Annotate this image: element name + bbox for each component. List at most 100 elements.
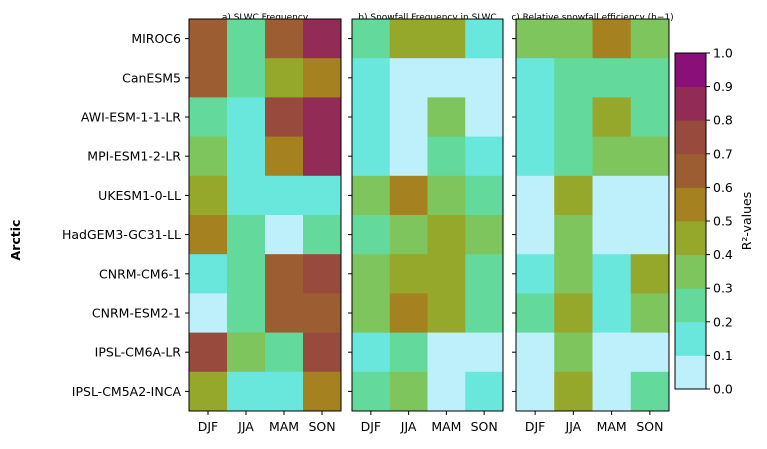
heatmap-cell [352, 293, 391, 333]
model-label: IPSL-CM6A-LR [95, 345, 182, 360]
heatmap-cell [465, 215, 504, 255]
heatmap-cell [554, 97, 593, 137]
heatmap-cell [630, 175, 670, 216]
heatmap-cell [630, 254, 670, 294]
heatmap-cell [189, 293, 228, 333]
heatmap-cell [227, 58, 266, 98]
heatmap-cell [592, 332, 632, 373]
heatmap-cell [352, 19, 391, 59]
heatmap-cell [352, 332, 391, 373]
heatmap-cell [265, 293, 304, 333]
heatmap-cell [389, 19, 428, 59]
heatmap-cell [465, 371, 504, 412]
model-label: AWI-ESM-1-1-LR [81, 110, 181, 125]
heatmap-cell [465, 175, 504, 216]
heatmap-cell [303, 332, 342, 373]
colorbar-segment [675, 254, 706, 289]
x-tick-label: SON [471, 419, 498, 434]
heatmap-cell [427, 19, 466, 59]
heatmap-cell [592, 175, 632, 216]
colorbar-tick-label: 0.6 [713, 180, 733, 195]
heatmap-cell [465, 136, 504, 177]
heatmap-cell [554, 293, 593, 333]
x-tick-label: JJA [237, 419, 254, 434]
heatmap-cell [554, 19, 593, 59]
x-tick-label: MAM [597, 419, 627, 434]
heatmap-cell [516, 19, 555, 59]
heatmap-cell [465, 97, 504, 137]
heatmap-cell [265, 332, 304, 373]
x-tick-label: SON [308, 419, 335, 434]
heatmap-cell [630, 58, 670, 98]
heatmap-cell [630, 332, 670, 373]
colorbar-tick-label: 0.5 [713, 214, 733, 229]
heatmap-cell [352, 371, 391, 412]
colorbar-segment [675, 355, 706, 390]
colorbar: 0.0 0.1 0.2 0.3 0.4 0.5 0.6 0.7 0.8 0.9 1.0 R²-valu… [674, 46, 754, 397]
x-tick-label: JJA [400, 419, 417, 434]
colorbar-tick-label: 0.8 [713, 113, 733, 128]
heatmap-cell [389, 254, 428, 294]
heatmap-cell [554, 215, 593, 255]
heatmap-cell [389, 136, 428, 177]
model-label: CNRM-CM6-1 [99, 266, 181, 281]
model-label: MPI-ESM1-2-LR [87, 149, 181, 164]
heatmap-cell [516, 371, 555, 412]
x-tick-label: SON [636, 419, 663, 434]
heatmap-cell [265, 136, 304, 177]
heatmap-cell [465, 254, 504, 294]
heatmap-cell [516, 293, 555, 333]
heatmap-cell [352, 136, 391, 177]
model-label: CanESM5 [122, 70, 181, 85]
heatmap-cell [189, 371, 228, 412]
heatmap-cell [389, 215, 428, 255]
heatmap-cell [427, 254, 466, 294]
heatmap-cell [227, 19, 266, 59]
heatmap-cell [630, 19, 670, 59]
x-tick-label: JJA [565, 419, 582, 434]
colorbar-segment [675, 321, 706, 356]
x-tick-label: DJF [525, 419, 546, 434]
panel-title: b) Snowfall Frequency in SLWC [358, 13, 496, 23]
heatmap-cell [427, 371, 466, 412]
heatmap-cell [352, 254, 391, 294]
colorbar-tick-label: 0.2 [713, 314, 733, 329]
x-tick-label: MAM [269, 419, 299, 434]
heatmap-cell [554, 175, 593, 216]
panel-3: c) Relative snowfall efficiency (h−1) DJF… [511, 13, 673, 434]
colorbar-segment [675, 53, 706, 87]
colorbar-tick-label: 0.4 [713, 247, 733, 262]
heatmap-cell [427, 97, 466, 137]
colorbar-tick-label: 0.0 [713, 382, 733, 397]
heatmap-cell [189, 175, 228, 216]
heatmap-cell [303, 136, 342, 177]
model-label: CNRM-ESM2-1 [92, 306, 181, 321]
panel-frame [188, 18, 342, 412]
colorbar-tick-label: 0.3 [713, 281, 733, 296]
model-label: UKESM1-0-LL [98, 188, 181, 203]
heatmap-cell [554, 136, 593, 177]
x-tick-label: DJF [198, 419, 219, 434]
heatmap-cell [427, 332, 466, 373]
heatmap-cell [592, 58, 632, 98]
heatmap-cell [554, 332, 593, 373]
heatmap-cell [630, 136, 670, 177]
heatmap-cell [554, 254, 593, 294]
heatmap-cell [592, 371, 632, 412]
heatmap-cell [465, 19, 504, 59]
heatmap-cell [227, 136, 266, 177]
heatmap-cell [303, 293, 342, 333]
colorbar-segment [675, 86, 706, 121]
heatmap-cell [303, 58, 342, 98]
model-label: MIROC6 [131, 31, 181, 46]
heatmap-cell [516, 58, 555, 98]
heatmap-cell [630, 97, 670, 137]
colorbar-segment [675, 153, 706, 188]
heatmap-cell [227, 371, 266, 412]
heatmap-cell [592, 19, 632, 59]
heatmap-cell [303, 371, 342, 412]
heatmap-cell [465, 332, 504, 373]
x-tick-label: MAM [431, 419, 461, 434]
heatmap-cell [592, 293, 632, 333]
